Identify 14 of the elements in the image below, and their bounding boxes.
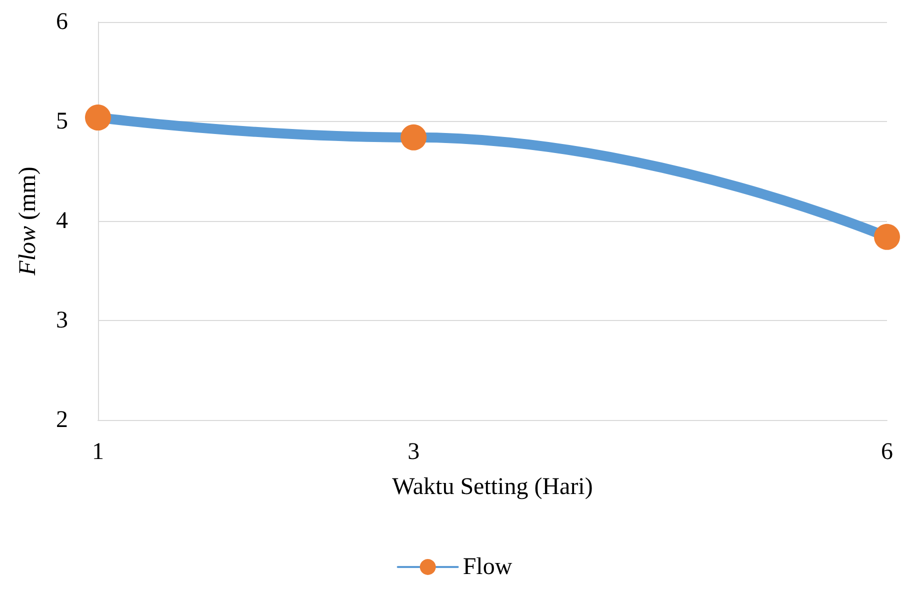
x-tick-label: 3 [408,439,420,465]
y-axis-title: Flow (mm) [15,166,41,276]
legend-label: Flow [462,554,513,580]
y-tick-label: 2 [56,407,68,433]
y-tick-label: 3 [56,308,68,334]
point [874,224,900,250]
x-axis-title: Waktu Setting (Hari) [392,474,593,500]
y-tick-label: 5 [56,108,68,134]
point [85,104,111,131]
y-tick-label: 6 [56,9,68,35]
point [400,124,427,150]
y-tick-label: 4 [56,208,68,234]
x-tick-label: 6 [881,439,893,465]
x-tick-label: 1 [92,439,104,465]
